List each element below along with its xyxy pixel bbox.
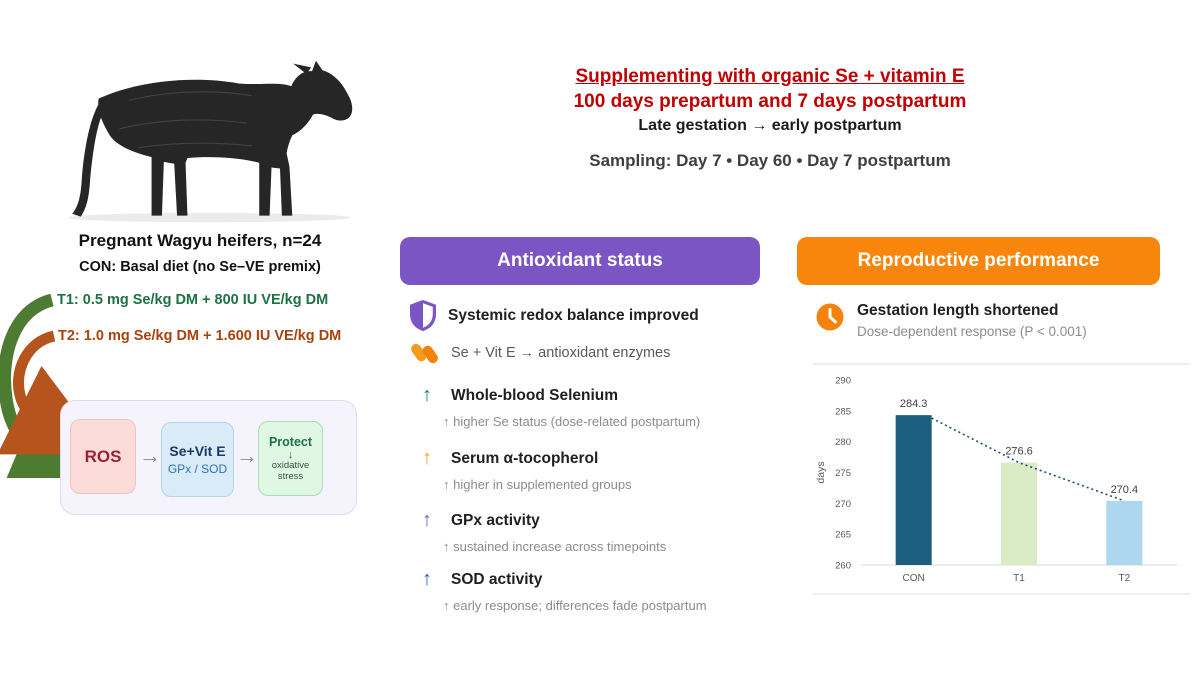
bullet-detail: ↑ early response; differences fade postp… xyxy=(443,598,707,613)
treatment-flow-arrows xyxy=(0,293,80,478)
sevite-title: Se+Vit E xyxy=(169,443,226,459)
up-arrow-icon: ↑ xyxy=(422,447,432,469)
title-block: Supplementing with organic Se + vitamin … xyxy=(545,66,995,171)
control-diet-label: CON: Basal diet (no Se–VE premix) xyxy=(79,259,321,275)
bullet-sod-activity: ↑ SOD activity ↑ early response; differe… xyxy=(416,568,746,613)
cow-illustration xyxy=(67,60,353,223)
antioxidant-sublead-row: Se + Vit E → antioxidant enzymes xyxy=(409,340,670,365)
clock-icon xyxy=(816,303,844,331)
y-tick-label: 260 xyxy=(835,561,851,572)
main-title-line2: 100 days prepartum and 7 days postpartum xyxy=(573,91,967,112)
antioxidant-lead-title: Systemic redox balance improved xyxy=(448,306,699,324)
bullet-serum-tocopherol: ↑ Serum α-tocopherol ↑ higher in supplem… xyxy=(416,447,746,492)
cow-ear xyxy=(293,63,312,74)
bar-T1 xyxy=(1001,462,1037,565)
study-caption: Pregnant Wagyu heifers, n=24 xyxy=(78,231,322,250)
bullet-title: Whole-blood Selenium xyxy=(451,386,619,404)
protect-sub-line1: oxidative xyxy=(271,460,310,471)
right-arrow-icon: → xyxy=(236,443,258,468)
antioxidant-sublead: Se + Vit E → antioxidant enzymes xyxy=(451,344,671,361)
antioxidant-status-header: Antioxidant status xyxy=(400,237,760,285)
reproductive-performance-header: Reproductive performance xyxy=(797,237,1160,285)
up-arrow-icon: ↑ xyxy=(422,568,432,590)
bullet-detail: ↑ higher Se status (dose-related postpar… xyxy=(443,414,701,429)
up-arrow-icon: ↑ xyxy=(422,509,432,531)
y-tick-label: 275 xyxy=(835,468,851,479)
x-category-label: CON xyxy=(903,573,925,584)
bullet-detail: ↑ higher in supplemented groups xyxy=(443,477,632,492)
y-tick-label: 285 xyxy=(835,406,851,417)
protect-box: Protect ↓ oxidative stress xyxy=(258,421,323,496)
x-category-label: T1 xyxy=(1013,573,1025,584)
down-arrow-icon: ↓ xyxy=(287,449,294,461)
cow-tail xyxy=(72,102,106,217)
bullet-title: Serum α-tocopherol xyxy=(451,449,599,467)
sevite-box: Se+Vit E GPx / SOD xyxy=(161,422,234,497)
sampling-schedule: Sampling: Day 7 • Day 60 • Day 7 postpar… xyxy=(589,151,951,170)
bar-T2 xyxy=(1106,500,1143,565)
brown-curved-arrow xyxy=(0,330,80,455)
up-arrow-icon: ↑ xyxy=(422,384,432,406)
y-tick-label: 280 xyxy=(835,437,851,448)
right-arrow-icon: → xyxy=(139,443,161,468)
bar-value-label: 276.6 xyxy=(1005,446,1033,458)
mechanism-panel: ROS → Se+Vit E GPx / SOD → Protect ↓ oxi… xyxy=(60,400,357,515)
subtitle: Late gestation → early postpartum xyxy=(638,117,902,134)
ros-label: ROS xyxy=(84,446,122,466)
cow-body xyxy=(98,60,353,216)
reproductive-lead-row: Gestation length shortened Dose-dependen… xyxy=(815,302,1087,339)
bullet-title: GPx activity xyxy=(451,511,540,529)
sevite-enzymes-label: GPx / SOD xyxy=(167,462,228,476)
cow-shadow xyxy=(67,212,351,223)
bullet-detail: ↑ sustained increase across timepoints xyxy=(443,539,667,554)
bullet-whole-blood-selenium: ↑ Whole-blood Selenium ↑ higher Se statu… xyxy=(416,384,746,429)
treatment-t1-label: T1: 0.5 mg Se/kg DM + 800 IU VE/kg DM xyxy=(57,292,329,308)
bullet-title: SOD activity xyxy=(451,570,543,588)
green-curved-arrow xyxy=(0,293,80,478)
x-category-label: T2 xyxy=(1118,573,1130,584)
treatment-t2-label: T2: 1.0 mg Se/kg DM + 1.600 IU VE/kg DM xyxy=(58,328,342,344)
gestation-sublead: Dose-dependent response (P < 0.001) xyxy=(857,324,1087,339)
y-tick-label: 270 xyxy=(835,499,851,510)
pills-icon xyxy=(411,343,438,364)
bar-value-label: 284.3 xyxy=(900,398,928,410)
main-title-line1: Supplementing with organic Se + vitamin … xyxy=(575,66,965,87)
protect-sub-line2: stress xyxy=(277,470,304,482)
antioxidant-lead-row: Systemic redox balance improved xyxy=(410,300,699,331)
bar-value-label: 270.4 xyxy=(1111,484,1139,496)
y-axis-label: days xyxy=(815,461,827,483)
ros-box: ROS xyxy=(70,419,136,494)
gestation-chart-container: 260 265 270 275 280 285 290 days 284.3 CON 276.6 T1… xyxy=(813,363,1190,595)
protect-title: Protect xyxy=(268,435,313,449)
y-tick-label: 290 xyxy=(835,376,851,387)
gestation-lead-title: Gestation length shortened xyxy=(857,302,1059,319)
bullet-gpx-activity: ↑ GPx activity ↑ sustained increase acro… xyxy=(416,509,746,554)
bar-CON xyxy=(895,415,932,565)
gestation-length-bar-chart: 260 265 270 275 280 285 290 days 284.3 CON 276.6 T1… xyxy=(815,376,1177,584)
cow-texture xyxy=(119,91,252,149)
y-tick-label: 265 xyxy=(835,530,851,541)
shield-icon xyxy=(410,300,436,331)
